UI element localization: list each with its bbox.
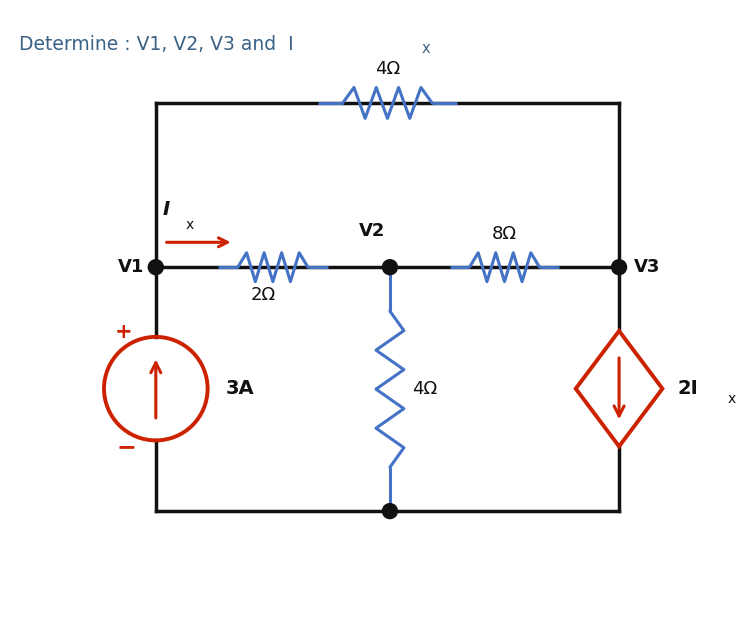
- Text: 2Ω: 2Ω: [250, 286, 275, 304]
- Text: I: I: [163, 200, 170, 220]
- Text: V3: V3: [634, 258, 661, 276]
- Circle shape: [382, 504, 397, 519]
- Text: x: x: [727, 392, 735, 406]
- Circle shape: [382, 260, 397, 275]
- Text: x: x: [186, 218, 194, 233]
- Text: 3A: 3A: [225, 379, 254, 398]
- Circle shape: [148, 260, 163, 275]
- Text: 4Ω: 4Ω: [412, 380, 437, 398]
- Text: 4Ω: 4Ω: [375, 60, 400, 78]
- Text: +: +: [115, 322, 132, 342]
- Text: Determine : V1, V2, V3 and  I: Determine : V1, V2, V3 and I: [19, 35, 294, 54]
- Text: −: −: [116, 435, 136, 460]
- Text: 2I: 2I: [677, 379, 698, 398]
- Text: x: x: [422, 41, 431, 56]
- Text: V1: V1: [118, 258, 144, 276]
- Circle shape: [612, 260, 626, 275]
- Text: V2: V2: [359, 222, 385, 240]
- Text: 8Ω: 8Ω: [492, 225, 517, 243]
